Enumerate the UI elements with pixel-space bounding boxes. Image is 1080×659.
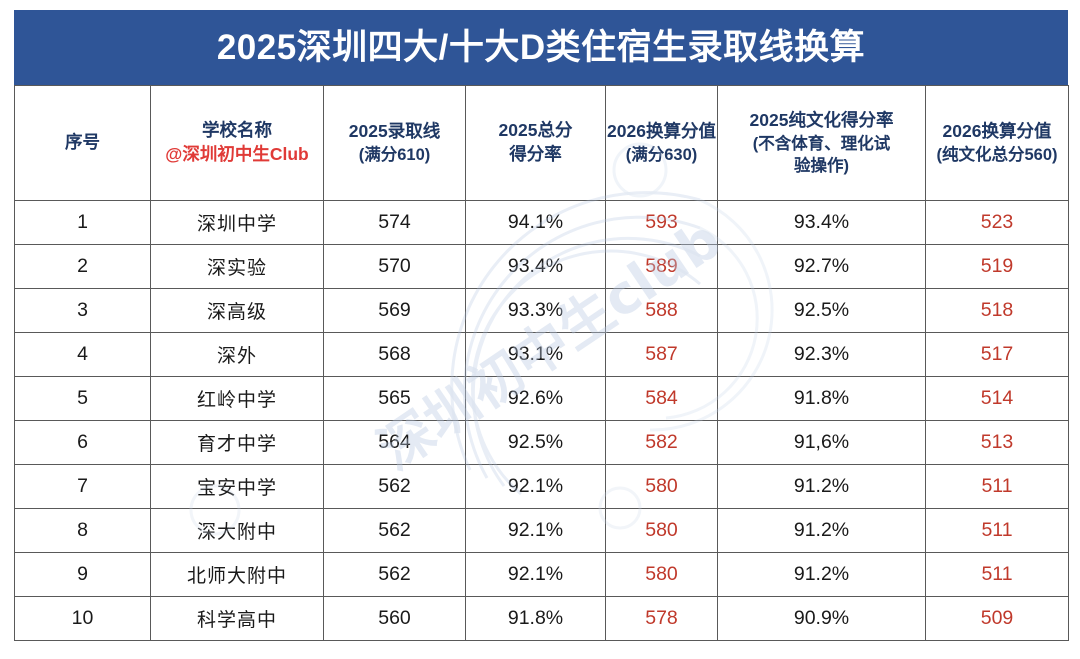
cell-2026-converted: 578 (605, 596, 718, 641)
cell-2025-rate: 92.6% (465, 376, 606, 421)
cell-2025-rate: 93.3% (465, 288, 606, 333)
cell-school: 深外 (150, 332, 324, 377)
cell-2025-culture-rate: 92.3% (717, 332, 926, 377)
cell-2025-line: 570 (323, 244, 466, 289)
cell-index: 3 (14, 288, 151, 333)
cell-school: 深圳中学 (150, 200, 324, 245)
cell-2025-line: 562 (323, 464, 466, 509)
table-row: 6 育才中学 564 92.5% 582 91,6% 513 (14, 420, 1069, 465)
cell-2025-rate: 93.4% (465, 244, 606, 289)
cell-2025-line: 560 (323, 596, 466, 641)
cell-2026-converted: 580 (605, 508, 718, 553)
cell-index: 7 (14, 464, 151, 509)
table-row: 8 深大附中 562 92.1% 580 91.2% 511 (14, 508, 1069, 553)
cell-2026-culture-converted: 518 (925, 288, 1069, 333)
cell-index: 5 (14, 376, 151, 421)
cell-2026-converted: 587 (605, 332, 718, 377)
cell-2025-culture-rate: 91.2% (717, 464, 926, 509)
cell-2025-line: 564 (323, 420, 466, 465)
cell-2026-culture-converted: 511 (925, 552, 1069, 597)
column-header-2025-culture-rate: 2025纯文化得分率 (不含体育、理化试 验操作) (717, 85, 926, 201)
cell-school: 红岭中学 (150, 376, 324, 421)
cell-index: 1 (14, 200, 151, 245)
cell-2025-rate: 91.8% (465, 596, 606, 641)
page-title: 2025深圳四大/十大D类住宿生录取线换算 (216, 28, 866, 67)
cell-index: 8 (14, 508, 151, 553)
cell-2025-culture-rate: 92.5% (717, 288, 926, 333)
brand-handle: @深圳初中生Club (165, 144, 309, 164)
cell-2025-line: 568 (323, 332, 466, 377)
cell-2026-converted: 589 (605, 244, 718, 289)
cell-2026-culture-converted: 511 (925, 464, 1069, 509)
score-table-container: 序号 学校名称 @深圳初中生Club 2025录取线 (满分610) 2025总… (14, 85, 1069, 641)
cell-2025-culture-rate: 91.8% (717, 376, 926, 421)
cell-school: 宝安中学 (150, 464, 324, 509)
cell-school: 深高级 (150, 288, 324, 333)
cell-2026-culture-converted: 511 (925, 508, 1069, 553)
cell-2026-converted: 588 (605, 288, 718, 333)
cell-2026-culture-converted: 517 (925, 332, 1069, 377)
cell-2025-line: 562 (323, 552, 466, 597)
cell-2026-culture-converted: 519 (925, 244, 1069, 289)
cell-2025-culture-rate: 92.7% (717, 244, 926, 289)
table-row: 2 深实验 570 93.4% 589 92.7% 519 (14, 244, 1069, 289)
cell-2026-culture-converted: 513 (925, 420, 1069, 465)
cell-2025-culture-rate: 90.9% (717, 596, 926, 641)
table-row: 7 宝安中学 562 92.1% 580 91.2% 511 (14, 464, 1069, 509)
table-body: 1 深圳中学 574 94.1% 593 93.4% 523 2 深实验 570 93.4% 589 9… (14, 200, 1069, 641)
column-header-2025-line: 2025录取线 (满分610) (323, 85, 466, 201)
cell-2026-converted: 580 (605, 552, 718, 597)
cell-2026-converted: 584 (605, 376, 718, 421)
cell-school: 深实验 (150, 244, 324, 289)
cell-2025-rate: 94.1% (465, 200, 606, 245)
cell-index: 9 (14, 552, 151, 597)
table-row: 3 深高级 569 93.3% 588 92.5% 518 (14, 288, 1069, 333)
cell-2025-line: 569 (323, 288, 466, 333)
cell-school: 深大附中 (150, 508, 324, 553)
cell-school: 科学高中 (150, 596, 324, 641)
table-row: 4 深外 568 93.1% 587 92.3% 517 (14, 332, 1069, 377)
table-row: 10 科学高中 560 91.8% 578 90.9% 509 (14, 596, 1069, 641)
cell-2025-culture-rate: 91.2% (717, 508, 926, 553)
cell-school: 育才中学 (150, 420, 324, 465)
table-header-row: 序号 学校名称 @深圳初中生Club 2025录取线 (满分610) 2025总… (14, 85, 1069, 201)
table-row: 1 深圳中学 574 94.1% 593 93.4% 523 (14, 200, 1069, 245)
cell-2026-culture-converted: 523 (925, 200, 1069, 245)
cell-index: 4 (14, 332, 151, 377)
cell-2025-culture-rate: 91,6% (717, 420, 926, 465)
cell-index: 6 (14, 420, 151, 465)
cell-school: 北师大附中 (150, 552, 324, 597)
cell-index: 2 (14, 244, 151, 289)
cell-2026-culture-converted: 509 (925, 596, 1069, 641)
column-header-2026-converted: 2026换算分值 (满分630) (605, 85, 718, 201)
cell-index: 10 (14, 596, 151, 641)
cell-2025-culture-rate: 91.2% (717, 552, 926, 597)
column-header-school: 学校名称 @深圳初中生Club (150, 85, 324, 201)
cell-2026-converted: 593 (605, 200, 718, 245)
cell-2025-line: 565 (323, 376, 466, 421)
cell-2025-rate: 92.1% (465, 552, 606, 597)
table-row: 5 红岭中学 565 92.6% 584 91.8% 514 (14, 376, 1069, 421)
cell-2025-rate: 93.1% (465, 332, 606, 377)
column-header-index: 序号 (14, 85, 151, 201)
cell-2025-rate: 92.1% (465, 508, 606, 553)
column-header-2025-rate: 2025总分 得分率 (465, 85, 606, 201)
cell-2026-culture-converted: 514 (925, 376, 1069, 421)
score-table: 序号 学校名称 @深圳初中生Club 2025录取线 (满分610) 2025总… (14, 85, 1069, 641)
cell-2025-line: 574 (323, 200, 466, 245)
cell-2025-line: 562 (323, 508, 466, 553)
cell-2025-rate: 92.1% (465, 464, 606, 509)
cell-2025-culture-rate: 93.4% (717, 200, 926, 245)
cell-2025-rate: 92.5% (465, 420, 606, 465)
cell-2026-converted: 582 (605, 420, 718, 465)
title-banner: 2025深圳四大/十大D类住宿生录取线换算 (14, 10, 1068, 85)
table-row: 9 北师大附中 562 92.1% 580 91.2% 511 (14, 552, 1069, 597)
cell-2026-converted: 580 (605, 464, 718, 509)
column-header-2026-culture-converted: 2026换算分值 (纯文化总分560) (925, 85, 1069, 201)
